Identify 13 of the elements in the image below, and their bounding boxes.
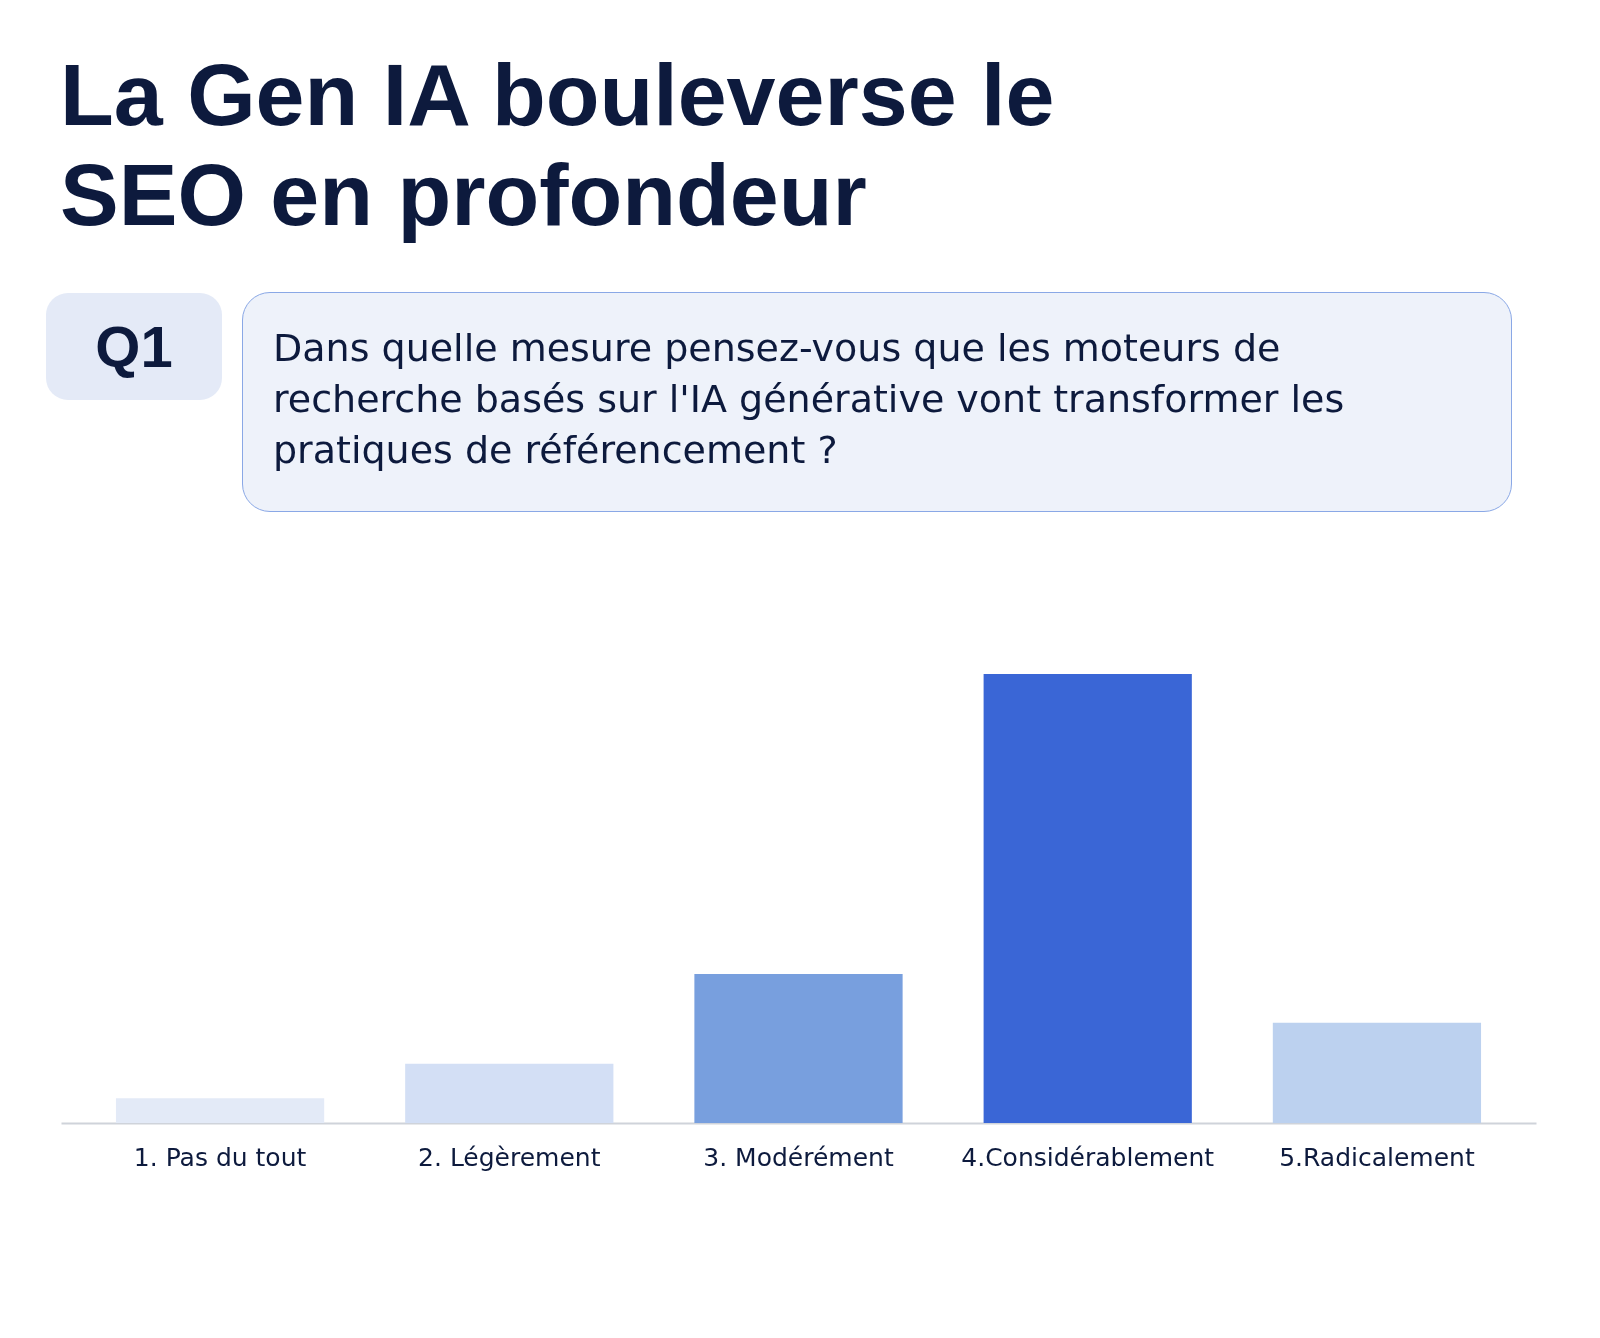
x-tick-label: 2. Légèrement [418,1142,601,1172]
x-tick-label: 4.Considérablement [961,1142,1215,1172]
question-badge: Q1 [46,293,222,400]
x-tick-label: 5.Radicalement [1279,1142,1475,1172]
bar [115,1098,325,1123]
chart-subtitle: Dans quelle mesure pensez-vous que les moteurs de recherche basés sur l'IA générative vont transformer les pratiques de référencement ? [242,292,1512,512]
bar [405,1063,614,1123]
chart-title: La Gen IA bouleverse le SEO en profondeur [60,45,1056,245]
bar [694,973,903,1123]
x-tick-label: 3. Modérément [703,1142,894,1172]
x-tick-label: 1. Pas du tout [133,1142,307,1172]
bar [1272,1022,1482,1123]
bar [983,674,1192,1123]
